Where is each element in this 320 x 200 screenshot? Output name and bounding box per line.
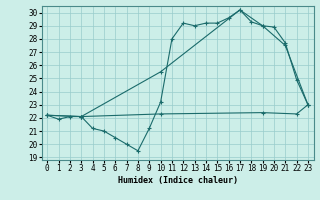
X-axis label: Humidex (Indice chaleur): Humidex (Indice chaleur): [118, 176, 237, 185]
